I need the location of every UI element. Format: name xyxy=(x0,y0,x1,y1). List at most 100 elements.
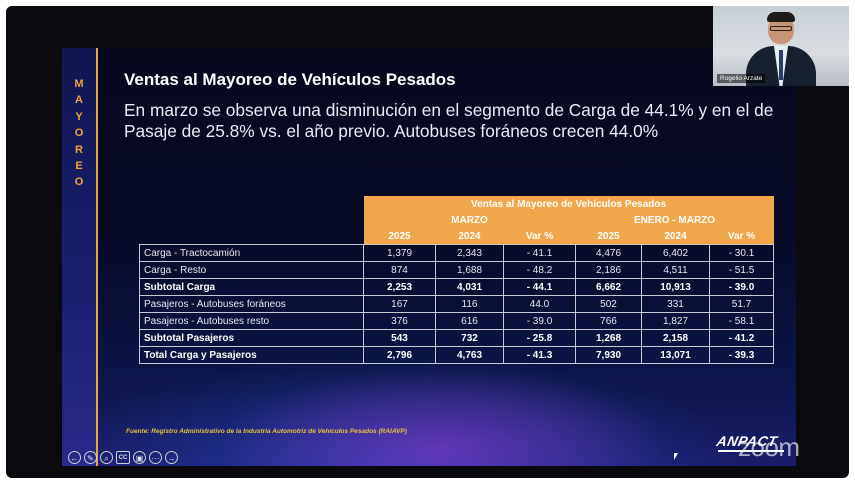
table-row: Total Carga y Pasajeros 2,796 4,763- 41.3 7… xyxy=(139,346,774,364)
slide-sidebar: M A Y O R E O xyxy=(62,48,98,466)
sidebar-letter: A xyxy=(75,94,83,107)
row-label: Carga - Resto xyxy=(139,261,364,279)
table-cell: 732 xyxy=(435,329,504,347)
table-cell: 502 xyxy=(575,295,642,313)
table-cell: 2,343 xyxy=(435,244,504,262)
table-cell: 1,379 xyxy=(363,244,436,262)
table-row: Carga - Tractocamión 1,379 2,343- 41.1 4,47… xyxy=(139,244,774,262)
table-header-row: Ventas al Mayoreo de Vehículos Pesados xyxy=(140,196,774,212)
arrow-right-icon[interactable]: → xyxy=(165,450,178,464)
source-note: Fuente: Registro Administrativo de la In… xyxy=(126,428,407,435)
table-cell: 4,763 xyxy=(435,346,504,364)
sidebar-letter: O xyxy=(74,127,84,140)
cursor-icon xyxy=(674,453,678,460)
participant-video-tile[interactable]: Rogelio Arzate xyxy=(713,6,849,86)
table-cell: - 39.0 xyxy=(503,312,576,330)
table-cell: 2,186 xyxy=(575,261,642,279)
sidebar-letter: O xyxy=(74,176,84,189)
table-cell: 4,511 xyxy=(641,261,710,279)
slides-icon[interactable]: ▣ xyxy=(133,450,146,464)
row-label: Carga - Tractocamión xyxy=(139,244,364,262)
table-cell: - 39.0 xyxy=(709,278,774,296)
table-row: Pasajeros - Autobuses resto 376 616- 39.0 7… xyxy=(139,312,774,330)
table-cell: - 41.3 xyxy=(503,346,576,364)
table-row: Carga - Resto 874 1,688- 48.2 2,186 4,511- 5… xyxy=(139,261,774,279)
table-cell: - 30.1 xyxy=(709,244,774,262)
table-cell: 1,827 xyxy=(641,312,710,330)
table-cell: 874 xyxy=(363,261,436,279)
row-label: Subtotal Carga xyxy=(139,278,364,296)
table-header-spacer xyxy=(140,212,364,228)
table-cell: - 44.1 xyxy=(503,278,576,296)
table-cell: 2,796 xyxy=(363,346,436,364)
presentation-slide: M A Y O R E O Ventas al Mayoreo de Vehíc… xyxy=(62,48,796,466)
table-cell: 2,253 xyxy=(363,278,436,296)
column-header: 2024 xyxy=(435,228,504,245)
table-cell: 51.7 xyxy=(709,295,774,313)
pen-icon[interactable]: ✎ xyxy=(84,450,97,464)
table-cell: 2,158 xyxy=(641,329,710,347)
row-label: Pasajeros - Autobuses resto xyxy=(139,312,364,330)
table-body: Carga - Tractocamión 1,379 2,343- 41.1 4,47… xyxy=(139,244,774,364)
table-cell: - 48.2 xyxy=(503,261,576,279)
table-header-spacer xyxy=(140,228,364,245)
sidebar-letter: M xyxy=(74,78,84,90)
column-header: 2025 xyxy=(575,228,642,245)
table-cell: 44.0 xyxy=(503,295,576,313)
sidebar-letter: E xyxy=(75,160,83,173)
table-cell: 1,688 xyxy=(435,261,504,279)
zoom-watermark: zoom xyxy=(738,432,800,462)
slide-subtitle: En marzo se observa una disminución en e… xyxy=(124,100,774,141)
column-header: 2024 xyxy=(641,228,710,245)
table-cell: 616 xyxy=(435,312,504,330)
column-header: Var % xyxy=(503,228,576,245)
table-cell: 4,031 xyxy=(435,278,504,296)
table-cell: 116 xyxy=(435,295,504,313)
table-cell: - 41.2 xyxy=(709,329,774,347)
more-icon[interactable]: ⋯ xyxy=(149,450,162,464)
arrow-left-icon[interactable]: ← xyxy=(68,450,81,464)
sidebar-letter: Y xyxy=(75,110,83,123)
captions-icon[interactable]: CC xyxy=(116,450,130,464)
participant-name: Rogelio Arzate xyxy=(717,74,766,83)
slide-title: Ventas al Mayoreo de Vehículos Pesados xyxy=(124,70,456,89)
table-row: Subtotal Carga 2,253 4,031- 44.1 6,662 10,91… xyxy=(139,278,774,296)
table-row: Subtotal Pasajeros 543 732- 25.8 1,268 2,158… xyxy=(139,329,774,347)
table-row: Pasajeros - Autobuses foráneos 167 116 44.0… xyxy=(139,295,774,313)
table-cell: - 51.5 xyxy=(709,261,774,279)
table-cell: - 25.8 xyxy=(503,329,576,347)
person-tie xyxy=(779,50,783,80)
table-cell: 13,071 xyxy=(641,346,710,364)
column-header: 2025 xyxy=(363,228,436,245)
table-header-row: MARZO ENERO - MARZO xyxy=(140,212,774,228)
table-cell: - 41.1 xyxy=(503,244,576,262)
sales-table: Ventas al Mayoreo de Vehículos Pesados M… xyxy=(139,196,774,364)
table-group-marzo: MARZO xyxy=(363,212,576,228)
row-label: Pasajeros - Autobuses foráneos xyxy=(139,295,364,313)
table-cell: 167 xyxy=(363,295,436,313)
table-main-header: Ventas al Mayoreo de Vehículos Pesados xyxy=(363,196,774,212)
table-header-row: 2025 2024 Var % 2025 2024 Var % xyxy=(140,228,774,245)
table-cell: - 58.1 xyxy=(709,312,774,330)
table-cell: 543 xyxy=(363,329,436,347)
table-cell: - 39.3 xyxy=(709,346,774,364)
table-cell: 4,476 xyxy=(575,244,642,262)
table-cell: 1,268 xyxy=(575,329,642,347)
row-label: Subtotal Pasajeros xyxy=(139,329,364,347)
table-group-enero-marzo: ENERO - MARZO xyxy=(575,212,774,228)
screen-share-frame: M A Y O R E O Ventas al Mayoreo de Vehíc… xyxy=(6,6,849,478)
table-header-spacer xyxy=(140,196,364,212)
person-glasses xyxy=(770,26,792,31)
row-label: Total Carga y Pasajeros xyxy=(139,346,364,364)
table-cell: 766 xyxy=(575,312,642,330)
table-cell: 10,913 xyxy=(641,278,710,296)
column-header: Var % xyxy=(709,228,774,245)
logo-underline xyxy=(718,450,784,452)
sidebar-letter: R xyxy=(75,143,83,156)
table-cell: 6,402 xyxy=(641,244,710,262)
table-cell: 6,662 xyxy=(575,278,642,296)
presentation-controls: ← ✎ ⌕ CC ▣ ⋯ → xyxy=(68,449,178,465)
table-cell: 376 xyxy=(363,312,436,330)
table-cell: 331 xyxy=(641,295,710,313)
zoom-in-icon[interactable]: ⌕ xyxy=(100,450,113,464)
